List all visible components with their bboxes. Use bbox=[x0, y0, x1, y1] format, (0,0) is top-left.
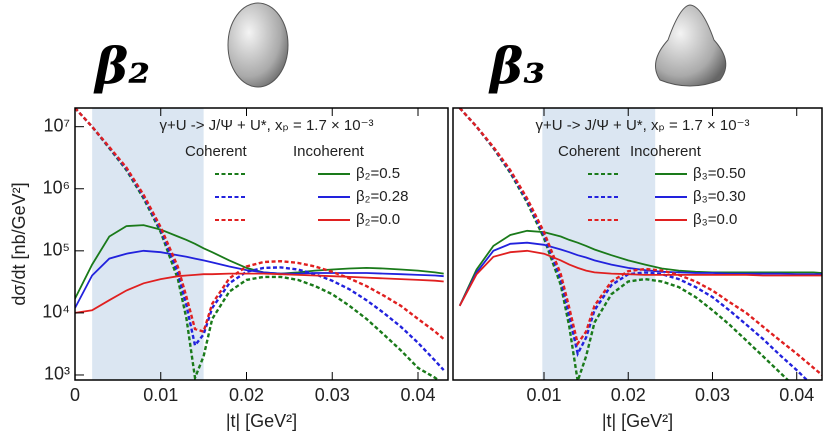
x-tick-label: 0 bbox=[70, 385, 80, 405]
x-tick-label: 0.01 bbox=[143, 385, 178, 405]
legend-label: β₃=0.0 bbox=[693, 211, 737, 228]
y-tick-label: 10³ bbox=[44, 364, 70, 384]
plot-frame bbox=[74, 107, 449, 381]
legend-header: Incoherent bbox=[293, 143, 365, 160]
legend-label: β₃=0.30 bbox=[693, 188, 746, 205]
coherent-curve bbox=[458, 108, 822, 376]
x-tick-label: 0.02 bbox=[229, 385, 264, 405]
x-tick-label: 0.03 bbox=[315, 385, 350, 405]
legend-header: Coherent bbox=[185, 143, 248, 160]
shaded-region bbox=[542, 108, 656, 380]
incoherent-curve bbox=[75, 224, 444, 300]
panel: β₃ 0.01 0.02 0.03 0.04 |t| [GeV²] γ+U -> J/Ψ +… bbox=[452, 36, 823, 431]
incoherent-curve bbox=[458, 249, 822, 307]
panel: β₂ 0 0.01 0.02 0.03 0.04 10³ 10⁴ 10⁵ 10⁶ 10⁷ |t| [G… bbox=[9, 36, 449, 431]
x-axis-label: |t| [GeV²] bbox=[602, 411, 673, 431]
incoherent-curve bbox=[458, 241, 822, 307]
legend-label: β₃=0.50 bbox=[693, 165, 746, 182]
x-tick-label: 0.04 bbox=[400, 385, 435, 405]
x-tick-label: 0.03 bbox=[695, 385, 730, 405]
coherent-curve bbox=[458, 108, 790, 380]
incoherent-curve bbox=[75, 272, 444, 314]
legend-header: Incoherent bbox=[630, 143, 702, 160]
annotation: γ+U -> J/Ψ + U*, xₚ = 1.7 × 10⁻³ bbox=[535, 117, 749, 134]
y-tick-label: 10⁷ bbox=[43, 115, 70, 135]
curves bbox=[75, 108, 445, 380]
panel-label: β₃ bbox=[488, 36, 545, 95]
nucleus-prolate bbox=[227, 2, 289, 88]
x-axis-label: |t| [GeV²] bbox=[226, 411, 297, 431]
panel-label: β₂ bbox=[93, 36, 150, 95]
coherent-curve bbox=[75, 108, 445, 340]
panels: β₂ 0 0.01 0.02 0.03 0.04 10³ 10⁴ 10⁵ 10⁶ 10⁷ |t| [G… bbox=[9, 36, 823, 431]
x-tick-label: 0.02 bbox=[611, 385, 646, 405]
x-tick-label: 0.04 bbox=[779, 385, 814, 405]
y-tick-label: 10⁴ bbox=[42, 302, 70, 322]
legend-header: Coherent bbox=[558, 143, 621, 160]
nucleus-pear bbox=[655, 4, 727, 87]
y-axis-label: dσ/dt [nb/GeV²] bbox=[9, 182, 29, 305]
plot-frame bbox=[452, 107, 823, 381]
incoherent-curve bbox=[458, 229, 822, 307]
legend-label: β₂=0.28 bbox=[356, 188, 408, 205]
curves bbox=[458, 108, 822, 380]
x-tick-label: 0.01 bbox=[526, 385, 561, 405]
annotation: γ+U -> J/Ψ + U*, xₚ = 1.7 × 10⁻³ bbox=[159, 117, 373, 134]
legend-label: β₂=0.5 bbox=[356, 165, 400, 182]
legend-label: β₂=0.0 bbox=[356, 211, 400, 228]
shaded-region bbox=[92, 108, 204, 380]
y-tick-label: 10⁶ bbox=[43, 178, 70, 198]
y-tick-label: 10⁵ bbox=[43, 240, 70, 260]
incoherent-curve bbox=[75, 249, 444, 309]
